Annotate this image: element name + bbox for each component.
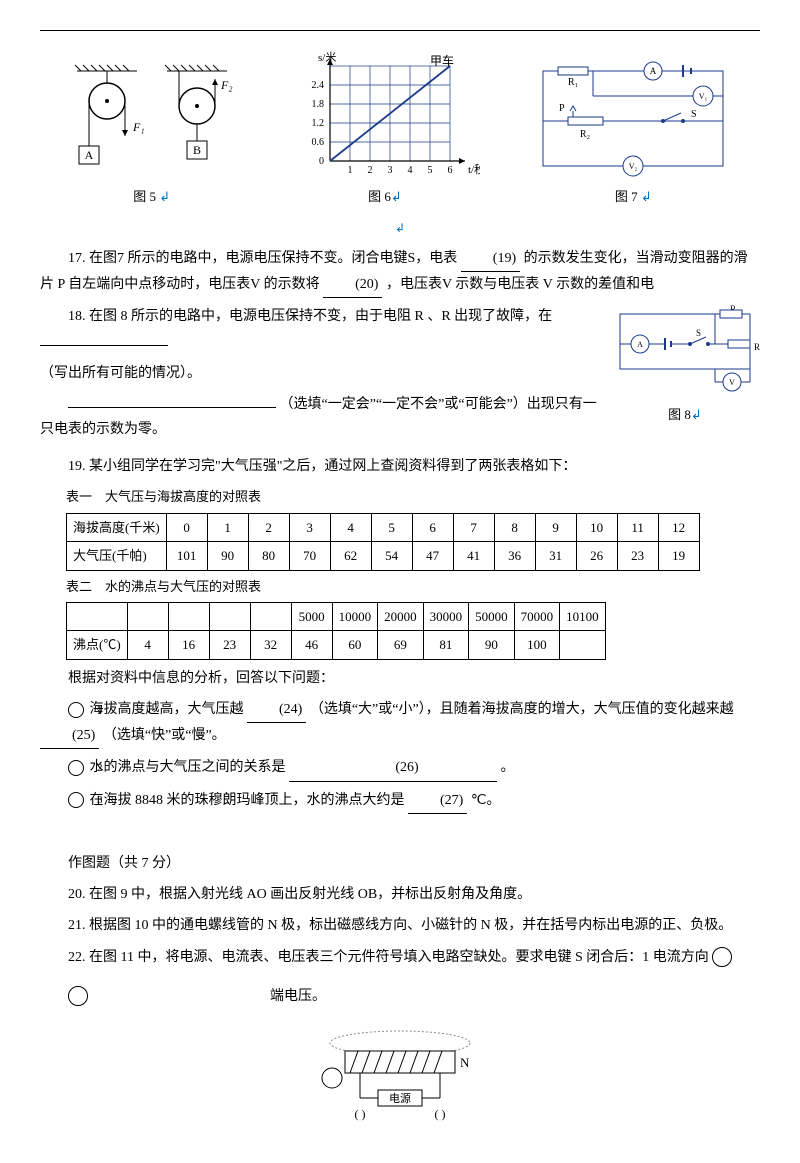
svg-text:S: S (696, 328, 701, 338)
table-2: 500010000 200003000050000 7000010100 沸点(… (66, 602, 606, 660)
rparen: ( ) (435, 1107, 446, 1121)
power-label: 电源 (389, 1091, 411, 1105)
blank-circle-icon (712, 947, 732, 967)
figure-6: s/米 甲车 0 0.6 1.2 1.8 2.4 1 (290, 51, 480, 208)
svg-text:5: 5 (427, 165, 432, 176)
question-22b: 端电压。 (68, 984, 760, 1009)
blank-27[interactable]: (27) (408, 788, 467, 814)
blank-18a[interactable] (40, 345, 168, 346)
question-17: 17. 在图7 所示的电路中，电源电压保持不变。闭合电键S，电表 (19) 的示… (40, 246, 760, 298)
fig6-label: 图 6 (368, 189, 391, 204)
blank-26[interactable]: (26) (289, 755, 497, 781)
ylabel: s/米 (318, 51, 336, 64)
blank-19[interactable]: (19) (461, 246, 520, 272)
figure-10: N 电源 ( ) ( ) (40, 1023, 760, 1133)
table1-caption: 表一 大气压与海拔高度的对照表 (66, 485, 760, 508)
figure-row: A F₁ F₂ B 图 5 ↲ s/米 (40, 51, 760, 208)
svg-text:1: 1 (347, 165, 352, 176)
q19-p2: 2 水的沸点与大气压之间的关系是 (26) 。 (40, 755, 760, 781)
svg-text:A: A (637, 340, 643, 349)
svg-text:1.2: 1.2 (311, 118, 324, 129)
svg-text:2.4: 2.4 (311, 80, 324, 91)
fig5-label: 图 5 (133, 189, 156, 204)
fig8-label: 图 8 (668, 407, 691, 422)
box-b-label: B (193, 143, 201, 157)
svg-text:2: 2 (367, 165, 372, 176)
blank-18b[interactable] (68, 407, 276, 408)
svg-text:1.8: 1.8 (311, 99, 324, 110)
figure-8: R₁ A S R₂ V 图 8↲ (610, 304, 760, 426)
fig7-label: 图 7 (615, 189, 638, 204)
svg-text:4: 4 (407, 165, 412, 176)
svg-text:P: P (559, 103, 565, 114)
svg-text:R₂: R₂ (754, 342, 760, 352)
question-20: 20. 在图 9 中，根据入射光线 AO 画出反射光线 OB，并标出反射角及角度… (40, 882, 760, 907)
svg-text:R₂: R₂ (580, 129, 590, 140)
svg-text:V: V (729, 378, 735, 387)
q19-analysis: 根据对资料中信息的分析，回答以下问题： (40, 666, 760, 691)
svg-text:A: A (650, 66, 657, 76)
blank-25[interactable]: (25) (40, 723, 99, 749)
blank-20[interactable]: (20) (323, 272, 382, 298)
box-a-label: A (84, 148, 93, 162)
num-1-icon: 1 (68, 702, 84, 718)
svg-text:S: S (691, 109, 697, 120)
blank-circle-icon-2 (68, 986, 88, 1006)
num-2-icon: 2 (68, 760, 84, 776)
svg-text:R₁: R₁ (568, 77, 578, 88)
f1-label: F₁ (132, 120, 145, 134)
n-pole: N (460, 1055, 470, 1070)
lparen: ( ) (355, 1107, 366, 1121)
table-1: 海拔高度(千米) 012 345 678 91011 12 大气压(千帕) 10… (66, 513, 700, 571)
num-3-icon: 3 (68, 792, 84, 808)
blank-24[interactable]: (24) (247, 697, 306, 723)
figure-7: R₁ A V₁ R₂ P S V₂ 图 7 ↲ (533, 61, 733, 208)
svg-text:V₂: V₂ (629, 162, 638, 171)
svg-text:0.6: 0.6 (311, 137, 324, 148)
series-label: 甲车 (430, 53, 454, 68)
question-22: 22. 在图 11 中，将电源、电流表、电压表三个元件符号填入电路空缺处。要求电… (40, 945, 760, 970)
question-21: 21. 根据图 10 中的通电螺线管的 N 极，标出磁感线方向、小磁针的 N 极… (40, 913, 760, 938)
f2-label: F₂ (220, 78, 233, 92)
drawing-title: 作图题（共 7 分） (40, 851, 760, 876)
svg-text:0: 0 (319, 156, 324, 167)
q19-p1: 1 海拔高度越高，大气压越 (24) （选填“大”或“小”），且随着海拔高度的增… (40, 697, 760, 749)
table2-caption: 表二 水的沸点与大气压的对照表 (66, 575, 760, 598)
svg-text:6: 6 (447, 165, 452, 176)
row-arrow: ↲ (40, 218, 760, 240)
question-19-intro: 19. 某小组同学在学习完"大气压强"之后，通过网上查阅资料得到了两张表格如下： (40, 454, 760, 479)
figure-5: A F₁ F₂ B 图 5 ↲ (67, 61, 237, 208)
q19-p3: 3 在海拔 8848 米的珠穆朗玛峰顶上，水的沸点大约是 (27) ℃。 (40, 788, 760, 814)
xlabel: t/秒 (468, 162, 480, 176)
svg-text:3: 3 (387, 165, 392, 176)
svg-text:V₁: V₁ (699, 92, 708, 101)
